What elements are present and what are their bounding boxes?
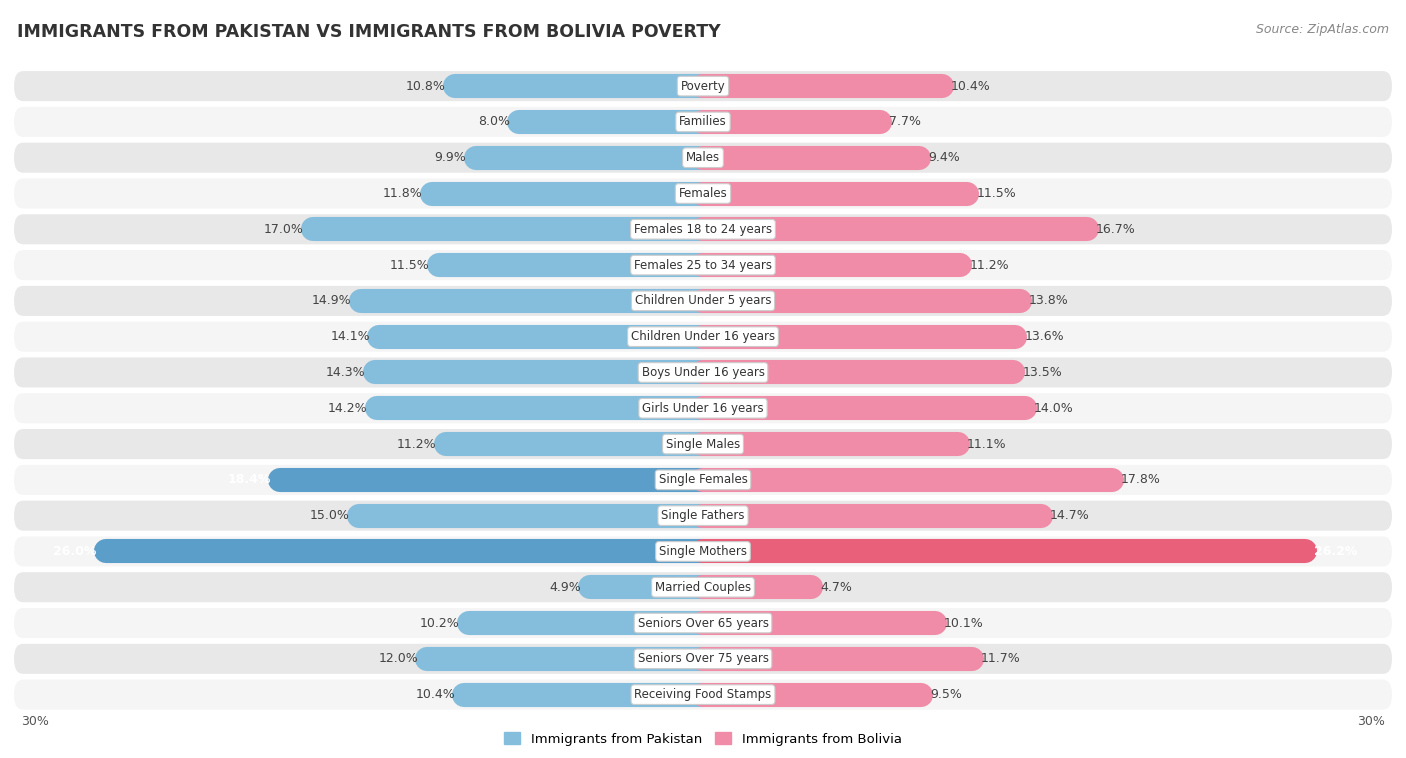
FancyBboxPatch shape [14, 429, 1392, 459]
Text: 26.0%: 26.0% [53, 545, 97, 558]
Text: 4.9%: 4.9% [550, 581, 581, 594]
Text: 17.0%: 17.0% [263, 223, 304, 236]
Text: 11.5%: 11.5% [389, 258, 430, 271]
Text: 10.2%: 10.2% [420, 616, 460, 630]
Text: 8.0%: 8.0% [478, 115, 510, 128]
Text: 14.0%: 14.0% [1033, 402, 1073, 415]
Text: IMMIGRANTS FROM PAKISTAN VS IMMIGRANTS FROM BOLIVIA POVERTY: IMMIGRANTS FROM PAKISTAN VS IMMIGRANTS F… [17, 23, 720, 41]
Text: 14.7%: 14.7% [1050, 509, 1090, 522]
FancyBboxPatch shape [14, 107, 1392, 137]
Text: Girls Under 16 years: Girls Under 16 years [643, 402, 763, 415]
Text: 12.0%: 12.0% [378, 653, 418, 666]
FancyBboxPatch shape [14, 537, 1392, 566]
Text: Single Mothers: Single Mothers [659, 545, 747, 558]
Text: 13.6%: 13.6% [1025, 330, 1064, 343]
Text: Source: ZipAtlas.com: Source: ZipAtlas.com [1256, 23, 1389, 36]
Text: 30%: 30% [1357, 715, 1385, 728]
FancyBboxPatch shape [14, 680, 1392, 709]
Text: 14.3%: 14.3% [326, 366, 366, 379]
Text: 18.4%: 18.4% [228, 473, 271, 487]
Text: 13.5%: 13.5% [1022, 366, 1062, 379]
Text: Poverty: Poverty [681, 80, 725, 92]
Text: 26.2%: 26.2% [1313, 545, 1357, 558]
Text: 14.1%: 14.1% [330, 330, 370, 343]
Text: 11.7%: 11.7% [981, 653, 1021, 666]
Text: Single Females: Single Females [658, 473, 748, 487]
Text: 16.7%: 16.7% [1095, 223, 1136, 236]
Text: 15.0%: 15.0% [309, 509, 349, 522]
Text: 9.5%: 9.5% [931, 688, 962, 701]
Text: 14.9%: 14.9% [312, 294, 352, 308]
FancyBboxPatch shape [14, 465, 1392, 495]
FancyBboxPatch shape [14, 644, 1392, 674]
Text: 10.1%: 10.1% [945, 616, 984, 630]
FancyBboxPatch shape [14, 358, 1392, 387]
Text: Seniors Over 65 years: Seniors Over 65 years [637, 616, 769, 630]
Text: Seniors Over 75 years: Seniors Over 75 years [637, 653, 769, 666]
Text: 11.5%: 11.5% [976, 187, 1017, 200]
Text: 10.4%: 10.4% [950, 80, 991, 92]
Text: Children Under 5 years: Children Under 5 years [634, 294, 772, 308]
Text: Single Males: Single Males [666, 437, 740, 450]
Text: 30%: 30% [21, 715, 49, 728]
Text: Females 25 to 34 years: Females 25 to 34 years [634, 258, 772, 271]
Legend: Immigrants from Pakistan, Immigrants from Bolivia: Immigrants from Pakistan, Immigrants fro… [499, 727, 907, 751]
FancyBboxPatch shape [14, 393, 1392, 423]
Text: 9.4%: 9.4% [928, 151, 960, 164]
Text: 11.2%: 11.2% [969, 258, 1010, 271]
FancyBboxPatch shape [14, 143, 1392, 173]
Text: Married Couples: Married Couples [655, 581, 751, 594]
Text: 13.8%: 13.8% [1029, 294, 1069, 308]
FancyBboxPatch shape [14, 286, 1392, 316]
Text: 9.9%: 9.9% [434, 151, 467, 164]
FancyBboxPatch shape [14, 321, 1392, 352]
FancyBboxPatch shape [14, 250, 1392, 280]
Text: 17.8%: 17.8% [1121, 473, 1161, 487]
FancyBboxPatch shape [14, 215, 1392, 244]
Text: Receiving Food Stamps: Receiving Food Stamps [634, 688, 772, 701]
Text: Females 18 to 24 years: Females 18 to 24 years [634, 223, 772, 236]
Text: 10.4%: 10.4% [415, 688, 456, 701]
Text: Females: Females [679, 187, 727, 200]
Text: 11.2%: 11.2% [396, 437, 437, 450]
Text: Males: Males [686, 151, 720, 164]
Text: Families: Families [679, 115, 727, 128]
Text: Single Fathers: Single Fathers [661, 509, 745, 522]
Text: 11.1%: 11.1% [967, 437, 1007, 450]
Text: Boys Under 16 years: Boys Under 16 years [641, 366, 765, 379]
FancyBboxPatch shape [14, 500, 1392, 531]
FancyBboxPatch shape [14, 178, 1392, 208]
Text: 4.7%: 4.7% [820, 581, 852, 594]
Text: 11.8%: 11.8% [382, 187, 423, 200]
Text: 10.8%: 10.8% [406, 80, 446, 92]
Text: 7.7%: 7.7% [889, 115, 921, 128]
Text: Children Under 16 years: Children Under 16 years [631, 330, 775, 343]
Text: 14.2%: 14.2% [328, 402, 368, 415]
FancyBboxPatch shape [14, 71, 1392, 101]
FancyBboxPatch shape [14, 572, 1392, 603]
FancyBboxPatch shape [14, 608, 1392, 638]
